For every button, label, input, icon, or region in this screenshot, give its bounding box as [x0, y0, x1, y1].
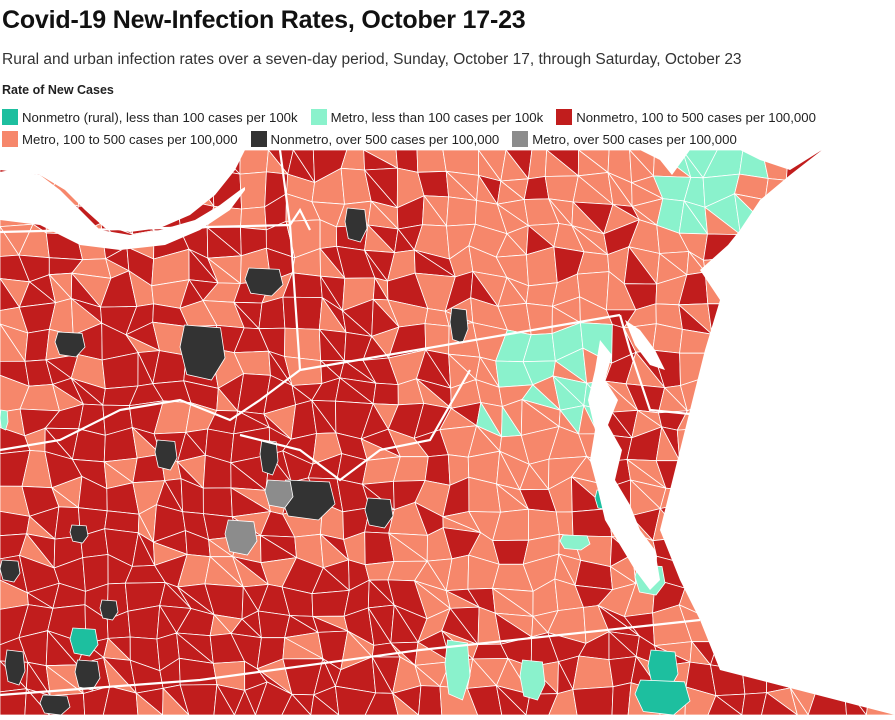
county-cell[interactable]: [573, 687, 613, 715]
legend-item-metro-low[interactable]: Metro, less than 100 cases per 100k: [311, 109, 544, 125]
legend-label: Nonmetro, 100 to 500 cases per 100,000: [576, 110, 816, 125]
county-cell[interactable]: [447, 197, 477, 226]
chart-subtitle: Rural and urban infection rates over a s…: [2, 51, 742, 69]
county-cell[interactable]: [545, 176, 578, 202]
legend-swatch: [251, 131, 267, 147]
legend-label: Nonmetro, over 500 cases per 100,000: [271, 132, 500, 147]
county-cell[interactable]: [25, 329, 49, 361]
county-cell[interactable]: [46, 233, 82, 260]
county-cell[interactable]: [240, 150, 269, 174]
legend-item-metro-mid[interactable]: Metro, 100 to 500 cases per 100,000: [2, 131, 238, 147]
county-cell[interactable]: [524, 177, 549, 200]
legend-item-nonmetro-mid[interactable]: Nonmetro, 100 to 500 cases per 100,000: [556, 109, 816, 125]
county-cell[interactable]: [739, 150, 768, 179]
county-cell[interactable]: [312, 590, 349, 616]
county-cell[interactable]: [526, 283, 557, 307]
county-cell[interactable]: [46, 197, 77, 234]
county-cell[interactable]: [417, 150, 446, 172]
map-layer: [0, 150, 895, 715]
legend-title: Rate of New Cases: [2, 83, 114, 97]
legend-swatch: [311, 109, 327, 125]
county-cell[interactable]: [373, 383, 398, 405]
legend-item-nonmetro-high[interactable]: Nonmetro, over 500 cases per 100,000: [251, 131, 500, 147]
county-cell[interactable]: [573, 656, 613, 690]
county-cell[interactable]: [425, 324, 449, 355]
county-cell[interactable]: [419, 686, 442, 715]
legend-item-nonmetro-low[interactable]: Nonmetro (rural), less than 100 cases pe…: [2, 109, 298, 125]
legend-label: Nonmetro (rural), less than 100 cases pe…: [22, 110, 298, 125]
county-map-svg[interactable]: [0, 150, 895, 715]
legend-row: Metro, 100 to 500 cases per 100,000 Nonm…: [2, 128, 892, 150]
county-cell[interactable]: [258, 611, 290, 638]
county-map[interactable]: [0, 150, 895, 715]
county-cell[interactable]: [653, 324, 683, 353]
county-cell[interactable]: [528, 150, 546, 179]
legend-label: Metro, 100 to 500 cases per 100,000: [22, 132, 238, 147]
county-cell[interactable]: [0, 173, 24, 208]
legend-swatch: [556, 109, 572, 125]
county-cell[interactable]: [72, 429, 105, 462]
legend: Nonmetro (rural), less than 100 cases pe…: [2, 106, 892, 150]
legend-label: Metro, over 500 cases per 100,000: [532, 132, 737, 147]
county-cell[interactable]: [556, 512, 573, 536]
county-cell[interactable]: [493, 540, 529, 564]
legend-swatch: [512, 131, 528, 147]
chart-title: Covid-19 New-Infection Rates, October 17…: [2, 6, 525, 35]
county-highlight[interactable]: [0, 410, 8, 430]
county-cell[interactable]: [203, 488, 232, 517]
legend-label: Metro, less than 100 cases per 100k: [331, 110, 544, 125]
legend-swatch: [2, 109, 18, 125]
water-body: [0, 150, 245, 232]
county-cell[interactable]: [283, 297, 322, 329]
legend-row: Nonmetro (rural), less than 100 cases pe…: [2, 106, 892, 128]
county-cell[interactable]: [20, 176, 46, 208]
county-cell[interactable]: [425, 455, 450, 486]
county-cell[interactable]: [0, 204, 33, 226]
county-cell[interactable]: [128, 606, 160, 639]
county-cell[interactable]: [240, 172, 267, 209]
county-cell[interactable]: [285, 328, 321, 361]
legend-swatch: [2, 131, 18, 147]
legend-item-metro-high[interactable]: Metro, over 500 cases per 100,000: [512, 131, 737, 147]
